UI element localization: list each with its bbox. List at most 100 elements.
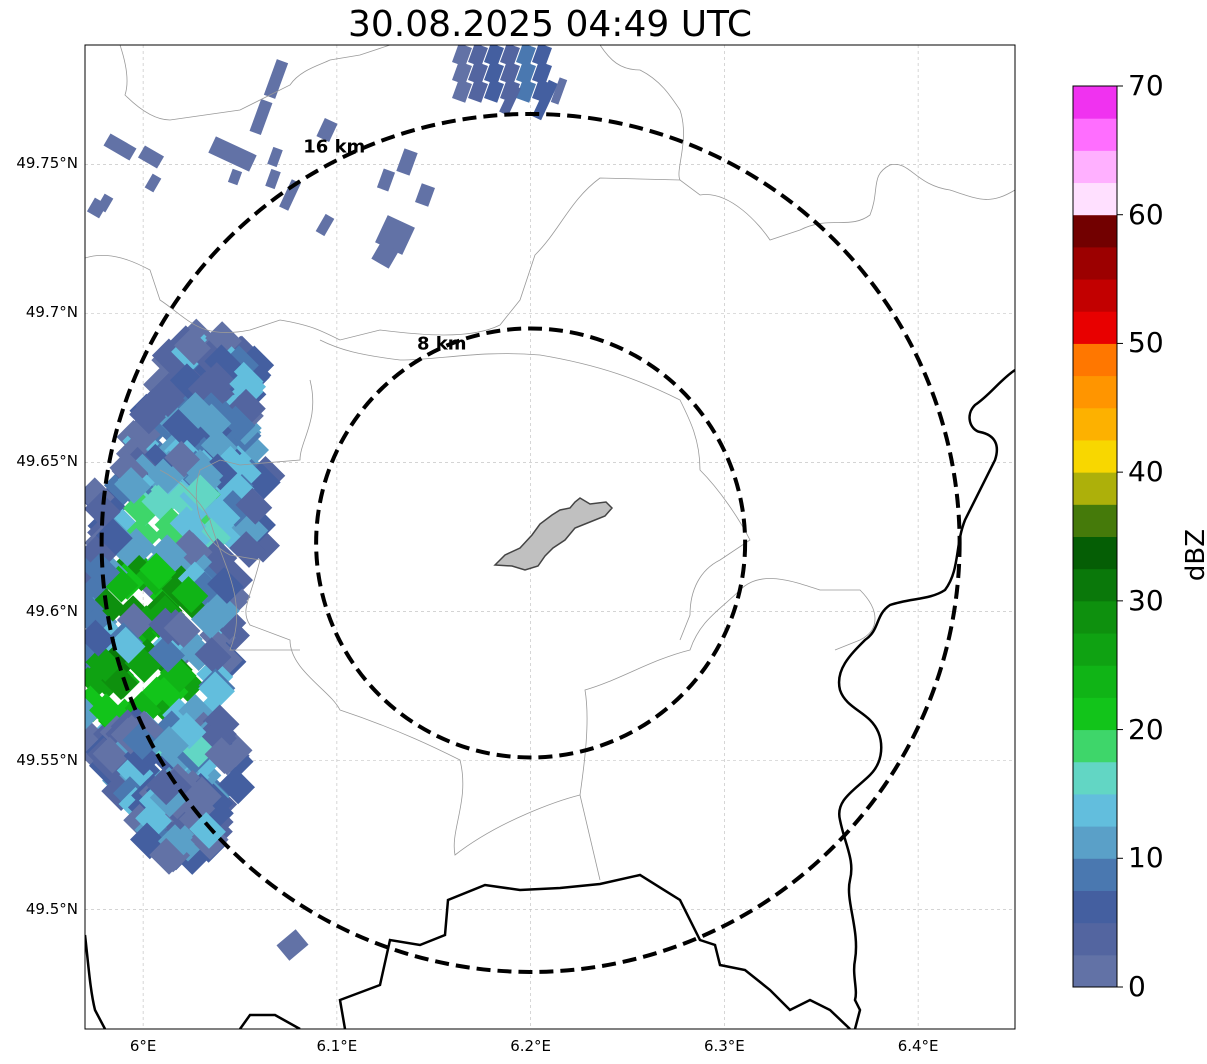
echo-cell	[41, 674, 78, 711]
echo-cell	[108, 626, 146, 664]
echo-cell	[85, 693, 102, 731]
echo-cell	[43, 674, 80, 711]
echo-cell	[190, 602, 228, 640]
echo-cell	[218, 767, 256, 805]
range-ring	[99, 111, 962, 974]
colorbar-segment	[1073, 858, 1117, 891]
lon-tick-label: 6.1°E	[316, 1037, 358, 1055]
lat-tick-label: 49.5°N	[25, 899, 78, 918]
colorbar-segment	[1073, 665, 1117, 698]
echo-cell	[227, 168, 243, 186]
echo-cell	[204, 737, 242, 775]
echo-cell	[500, 61, 520, 85]
echo-cell	[147, 543, 184, 580]
echo-cell	[139, 552, 177, 590]
echo-cell	[468, 79, 488, 103]
echo-cell	[213, 445, 251, 483]
colorbar-segment	[1073, 214, 1117, 248]
echo-cell	[149, 837, 186, 875]
colorbar-tick-label: 70	[1128, 69, 1164, 102]
echo-cell	[218, 405, 256, 443]
echo-cell	[516, 79, 536, 103]
colorbar-segment	[1073, 536, 1117, 570]
echo-cell	[164, 481, 202, 519]
echo-cell	[96, 193, 114, 213]
echo-cell	[516, 45, 536, 67]
echo-cell	[171, 576, 209, 613]
echo-cell	[148, 380, 185, 418]
echo-cell	[532, 61, 552, 85]
colorbar-segment	[1073, 246, 1117, 280]
echo-cell	[85, 698, 88, 736]
colorbar-segment	[1073, 922, 1117, 956]
echo-cell	[162, 408, 199, 446]
colorbar-segment	[1073, 697, 1117, 731]
echo-cell	[279, 179, 301, 211]
echo-cell	[415, 183, 435, 207]
echo-cell	[174, 328, 211, 366]
echo-cell	[235, 487, 273, 525]
colorbar-tick-label: 60	[1128, 197, 1164, 231]
echo-cell	[157, 824, 195, 861]
colorbar-segment	[1073, 150, 1117, 184]
echo-cell	[85, 660, 114, 698]
map-title: 30.08.2025 04:49 UTC	[347, 4, 753, 45]
colorbar-tick-label: 50	[1128, 326, 1164, 360]
range-ring-label: 16 km	[303, 136, 365, 157]
echo-cell	[276, 929, 309, 961]
echo-cell	[85, 491, 121, 529]
echo-cell	[25, 682, 62, 719]
echo-cell	[85, 575, 96, 612]
range-rings: 8 km 16 km	[99, 111, 962, 974]
colorbar-segment	[1073, 729, 1117, 763]
echo-cell	[169, 506, 207, 544]
colorbar-segment	[1073, 568, 1117, 602]
lat-tick-label: 49.55°N	[16, 750, 78, 769]
colorbar-tick-label: 20	[1128, 712, 1164, 746]
echo-cell	[532, 45, 552, 67]
echo-cell	[33, 674, 70, 711]
lon-tick-label: 6.3°E	[703, 1037, 745, 1055]
colorbar-segment	[1073, 375, 1117, 409]
echo-cell	[315, 213, 335, 237]
range-ring-label: 8 km	[417, 334, 467, 355]
echo-cell	[396, 148, 418, 176]
echo-cell	[95, 518, 133, 556]
echo-cell	[85, 687, 87, 725]
colorbar-tick-label: 10	[1128, 841, 1164, 875]
lon-tick-label: 6.2°E	[510, 1037, 552, 1055]
lat-tick-label: 49.75°N	[16, 154, 78, 173]
map-frame	[84, 44, 1016, 1030]
echo-cell	[194, 637, 232, 675]
echo-cell	[229, 531, 266, 568]
echo-cell	[122, 723, 160, 760]
range-ring	[314, 326, 748, 760]
colorbar-segment	[1073, 826, 1117, 859]
echo-cell	[116, 603, 154, 640]
echo-cell	[452, 45, 472, 67]
echo-cell	[229, 366, 267, 404]
echo-cell	[265, 168, 281, 190]
echo-cell	[215, 490, 253, 527]
gridlines	[85, 45, 1015, 1029]
echo-cell	[85, 717, 87, 755]
echo-cell	[452, 61, 472, 85]
echo-cell	[208, 136, 257, 172]
colorbar-segment	[1073, 343, 1117, 377]
echo-cell	[43, 629, 80, 666]
echo-cell	[114, 467, 151, 504]
colorbar-segment	[1073, 890, 1117, 924]
colorbar-label: dBZ	[1181, 528, 1207, 582]
echo-cell	[146, 768, 184, 806]
echo-cell	[33, 667, 70, 704]
echo-cell	[178, 392, 216, 429]
echo-cell	[484, 61, 504, 85]
echo-cell	[184, 776, 222, 814]
colorbar-tick-label: 40	[1128, 455, 1164, 489]
echo-cell	[137, 145, 165, 169]
echo-cell	[203, 498, 241, 535]
echo-cell	[163, 611, 201, 648]
echo-cell	[198, 671, 235, 709]
echo-cell	[468, 45, 488, 67]
colorbar-segment	[1073, 311, 1117, 344]
